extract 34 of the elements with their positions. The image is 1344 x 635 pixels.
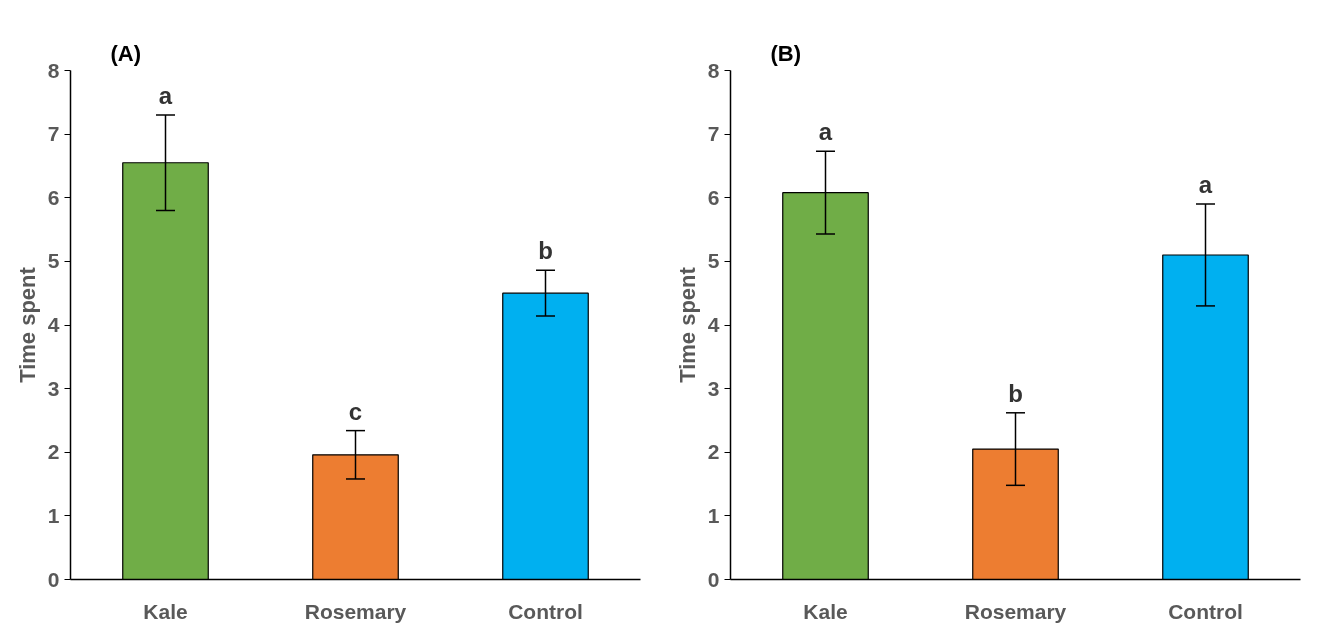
y-axis-title: Time spent	[14, 266, 40, 383]
y-axis-title: Time spent	[674, 266, 700, 383]
y-tick-label: 3	[47, 376, 60, 400]
annotation: c	[348, 397, 363, 425]
x-tick-label: Kale	[803, 599, 848, 623]
chart-title: (B)	[770, 40, 802, 66]
chart-title: (A)	[110, 40, 142, 66]
y-tick-label: 0	[47, 567, 60, 591]
annotation: a	[1198, 171, 1213, 199]
y-tick-label: 3	[707, 376, 720, 400]
y-tick-label: 1	[47, 503, 60, 527]
x-tick-label: Rosemary	[304, 599, 407, 623]
annotation: b	[1008, 379, 1023, 407]
annotation: b	[538, 237, 553, 265]
y-tick-label: 1	[707, 503, 720, 527]
y-tick-label: 4	[707, 313, 720, 336]
y-tick-label: 8	[47, 58, 60, 82]
x-tick-label: Kale	[143, 599, 188, 623]
x-tick-label: Control	[1168, 599, 1243, 623]
y-tick-label: 7	[707, 122, 720, 146]
y-tick-label: 6	[47, 185, 60, 209]
y-tick-label: 4	[47, 313, 60, 336]
y-tick-label: 5	[47, 249, 60, 273]
y-tick-label: 2	[707, 440, 720, 464]
y-tick-label: 6	[707, 185, 720, 209]
x-tick-label: Control	[508, 599, 583, 623]
annotation: a	[158, 82, 173, 110]
y-tick-label: 2	[47, 440, 60, 464]
y-tick-label: 5	[707, 249, 720, 273]
x-tick-label: Rosemary	[964, 599, 1067, 623]
annotation: a	[818, 118, 833, 146]
y-tick-label: 7	[47, 122, 60, 146]
y-tick-label: 0	[707, 567, 720, 591]
y-tick-label: 8	[707, 58, 720, 82]
